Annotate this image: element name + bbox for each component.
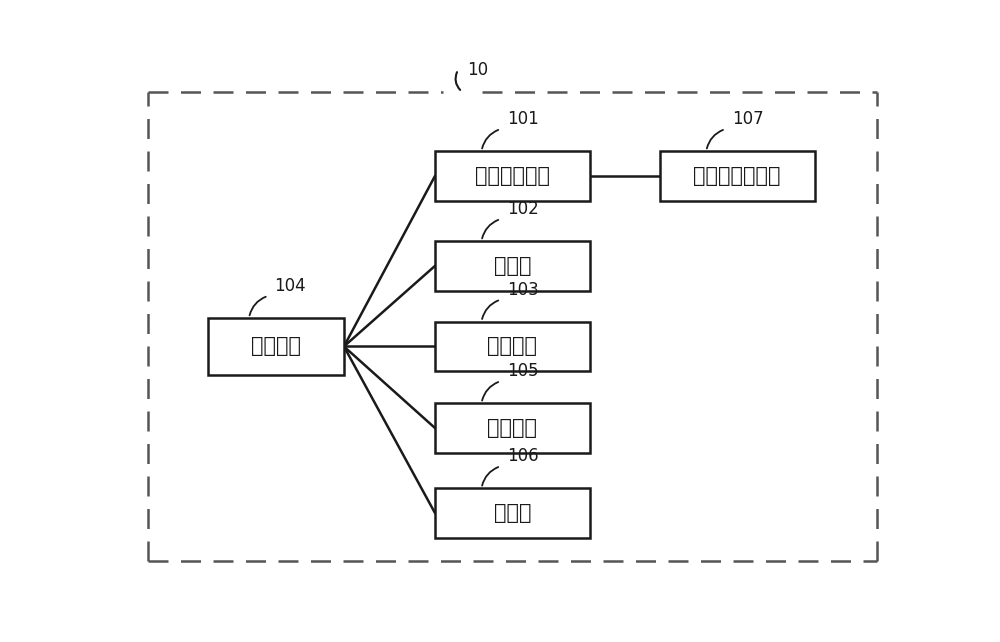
Bar — [435, 489, 590, 538]
Text: 106: 106 — [507, 447, 539, 465]
Text: 主控平台: 主控平台 — [251, 336, 301, 356]
Bar — [435, 241, 590, 291]
Bar — [435, 322, 590, 371]
Text: 通信基站: 通信基站 — [488, 336, 538, 356]
Text: 液位计: 液位计 — [494, 256, 531, 276]
Text: 103: 103 — [507, 281, 539, 299]
Bar — [660, 152, 815, 200]
Bar — [435, 152, 590, 200]
Text: 视频识别摄像机: 视频识别摄像机 — [694, 166, 781, 186]
Text: 激光测距雷达: 激光测距雷达 — [475, 166, 550, 186]
Text: 102: 102 — [507, 200, 539, 218]
Bar — [208, 318, 344, 375]
Text: 107: 107 — [732, 110, 763, 128]
Text: 预警设备: 预警设备 — [488, 418, 538, 438]
Text: 10: 10 — [468, 60, 489, 78]
Text: 摄像机: 摄像机 — [494, 503, 531, 523]
Text: 104: 104 — [275, 277, 306, 295]
Text: 101: 101 — [507, 110, 539, 128]
Text: 105: 105 — [507, 362, 539, 380]
Bar — [435, 403, 590, 453]
